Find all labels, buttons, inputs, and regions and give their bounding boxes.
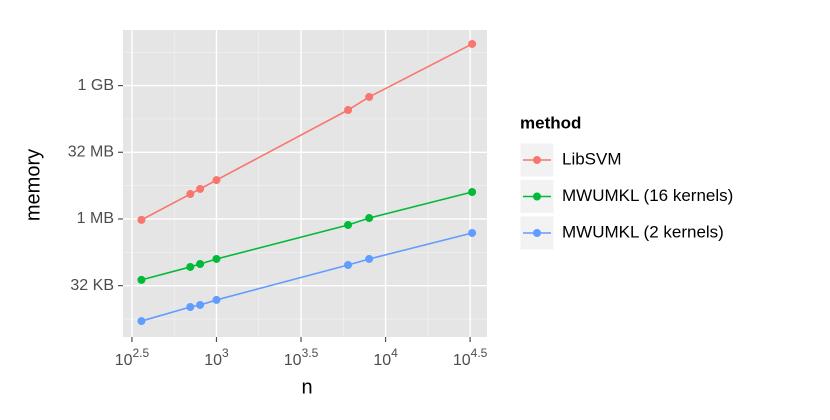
data-point xyxy=(137,275,146,284)
legend-label: MWUMKL (2 kernels) xyxy=(562,222,724,241)
x-tick-label: 102.5 xyxy=(115,346,150,369)
x-tick-label: 103.5 xyxy=(284,346,319,369)
x-tick-exponent: 4.5 xyxy=(471,346,488,360)
x-tick-label: 104.5 xyxy=(453,346,488,369)
plot-panel xyxy=(123,30,487,337)
x-tick-label: 104 xyxy=(373,346,398,369)
x-tick-exponent: 3.5 xyxy=(302,346,319,360)
x-tick-exponent: 4 xyxy=(391,346,398,360)
data-point xyxy=(468,188,477,197)
x-tick-base: 10 xyxy=(284,352,302,369)
data-point xyxy=(186,262,195,271)
data-point xyxy=(186,190,195,199)
x-tick-base: 10 xyxy=(204,352,222,369)
y-tick-label: 32 KB xyxy=(70,277,114,294)
data-point xyxy=(344,261,353,270)
y-tick-label: 32 MB xyxy=(68,143,114,160)
data-point xyxy=(468,39,477,48)
data-point xyxy=(365,92,374,101)
legend-label: LibSVM xyxy=(562,149,622,168)
legend-title: method xyxy=(520,113,581,132)
data-point xyxy=(212,176,221,185)
data-point xyxy=(196,300,205,309)
legend-label: MWUMKL (16 kernels) xyxy=(562,186,733,205)
legend-point xyxy=(533,192,541,201)
data-point xyxy=(344,221,353,230)
x-tick-base: 10 xyxy=(453,352,471,369)
x-tick-exponent: 2.5 xyxy=(132,346,149,360)
x-axis-label: n xyxy=(301,376,312,398)
x-tick-label: 103 xyxy=(204,346,229,369)
data-point xyxy=(137,215,146,224)
x-tick-exponent: 3 xyxy=(222,346,229,360)
data-point xyxy=(468,228,477,237)
legend-point xyxy=(533,229,541,237)
data-point xyxy=(365,214,374,223)
y-tick-label: 1 GB xyxy=(78,77,114,94)
data-point xyxy=(196,259,205,268)
data-point xyxy=(365,254,374,263)
legend-point xyxy=(533,156,541,164)
y-axis-label: memory xyxy=(22,149,44,221)
data-point xyxy=(212,254,221,263)
data-point xyxy=(344,105,353,114)
data-point xyxy=(212,295,221,304)
data-point xyxy=(186,303,195,312)
x-tick-base: 10 xyxy=(373,352,391,369)
data-point xyxy=(137,317,146,326)
data-point xyxy=(196,184,205,193)
x-tick-base: 10 xyxy=(115,352,133,369)
y-tick-label: 1 MB xyxy=(77,210,114,227)
